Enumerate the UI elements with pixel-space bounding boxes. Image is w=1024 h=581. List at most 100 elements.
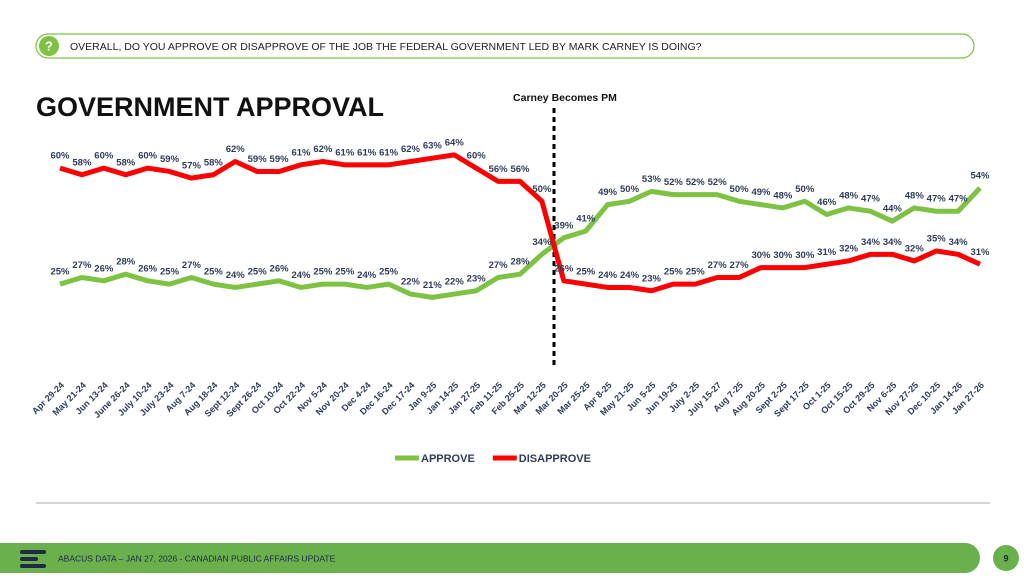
data-label: 25% — [204, 267, 224, 278]
data-label: 50% — [730, 184, 750, 195]
data-label: 23% — [642, 273, 662, 284]
data-label: 52% — [708, 177, 728, 188]
data-label: 30% — [795, 250, 815, 261]
data-label: 22% — [401, 277, 421, 288]
data-label: 24% — [598, 270, 618, 281]
data-label: 24% — [291, 270, 311, 281]
data-label: 59% — [270, 154, 290, 165]
data-label: 62% — [226, 144, 246, 155]
data-label: 25% — [686, 267, 706, 278]
data-label: 59% — [248, 154, 268, 165]
data-label: 21% — [423, 280, 443, 291]
data-label: 58% — [72, 157, 92, 168]
question-icon-glyph: ? — [45, 38, 53, 53]
data-label: 47% — [927, 194, 947, 205]
data-label: 48% — [839, 190, 859, 201]
data-label: 61% — [291, 147, 311, 158]
data-label: 57% — [182, 161, 202, 172]
data-label: 24% — [357, 270, 377, 281]
data-label: 32% — [905, 243, 925, 254]
data-label: 30% — [773, 250, 793, 261]
question-icon — [39, 36, 59, 56]
data-label: 26% — [554, 263, 574, 274]
data-label: 27% — [708, 260, 728, 271]
data-label: 24% — [226, 270, 246, 281]
data-label: 27% — [72, 260, 92, 271]
data-label: 49% — [751, 187, 771, 198]
data-label: 25% — [664, 267, 684, 278]
data-label: 48% — [905, 190, 925, 201]
footer-bar — [0, 543, 980, 573]
data-label: 58% — [204, 157, 224, 168]
data-label: 22% — [445, 277, 465, 288]
data-label: 25% — [50, 267, 70, 278]
legend-label: APPROVE — [421, 453, 475, 465]
data-label: 31% — [817, 247, 837, 258]
data-label: 27% — [730, 260, 750, 271]
data-label: 59% — [160, 154, 180, 165]
footer-text: ABACUS DATA – JAN 27, 2026 - CANADIAN PU… — [58, 553, 336, 563]
data-label: 34% — [949, 237, 969, 248]
data-label: 28% — [510, 257, 530, 268]
annotation: Carney Becomes PM — [513, 92, 617, 104]
data-label: 26% — [138, 263, 158, 274]
data-label: 50% — [620, 184, 640, 195]
data-label: 28% — [116, 257, 136, 268]
data-label: 60% — [138, 151, 158, 162]
data-label: 56% — [510, 164, 530, 175]
chart-title: GOVERNMENT APPROVAL — [36, 92, 384, 122]
page-number: 9 — [1003, 553, 1008, 563]
page-circle — [993, 545, 1019, 571]
data-label: 30% — [751, 250, 771, 261]
data-label: 24% — [620, 270, 640, 281]
data-label: 39% — [554, 220, 574, 231]
data-label: 52% — [686, 177, 706, 188]
data-label: 61% — [335, 147, 355, 158]
data-label: 60% — [94, 151, 114, 162]
data-label: 52% — [664, 177, 684, 188]
data-label: 26% — [270, 263, 290, 274]
data-label: 34% — [883, 237, 903, 248]
data-label: 25% — [313, 267, 333, 278]
question-box — [35, 33, 975, 59]
data-label: 27% — [182, 260, 202, 271]
data-label: 23% — [467, 273, 487, 284]
data-label: 25% — [576, 267, 596, 278]
data-label: 25% — [160, 267, 180, 278]
data-label: 54% — [970, 171, 990, 182]
data-label: 25% — [335, 267, 355, 278]
legend-label: DISAPPROVE — [519, 453, 591, 465]
footer-logo — [20, 550, 46, 568]
data-label: 31% — [970, 247, 990, 258]
data-label: 53% — [642, 174, 662, 185]
data-label: 58% — [116, 157, 136, 168]
data-label: 34% — [861, 237, 881, 248]
data-label: 26% — [94, 263, 114, 274]
data-label: 60% — [50, 151, 70, 162]
data-label: 47% — [949, 194, 969, 205]
data-label: 34% — [532, 237, 552, 248]
data-label: 62% — [401, 144, 421, 155]
data-label: 63% — [423, 141, 443, 152]
data-label: 61% — [357, 147, 377, 158]
data-label: 44% — [883, 204, 903, 215]
data-label: 64% — [445, 137, 465, 148]
data-label: 46% — [817, 197, 837, 208]
data-label: 41% — [576, 214, 596, 225]
data-label: 48% — [773, 190, 793, 201]
data-label: 50% — [532, 184, 552, 195]
data-label: 56% — [489, 164, 509, 175]
data-label: 25% — [379, 267, 399, 278]
data-label: 47% — [861, 194, 881, 205]
data-label: 27% — [489, 260, 509, 271]
data-label: 25% — [248, 267, 268, 278]
data-label: 62% — [313, 144, 333, 155]
data-label: 60% — [467, 151, 487, 162]
data-label: 35% — [927, 234, 947, 245]
data-label: 50% — [795, 184, 815, 195]
series-line — [59, 186, 982, 300]
data-label: 61% — [379, 147, 399, 158]
series-line — [59, 152, 982, 294]
data-label: 32% — [839, 243, 859, 254]
